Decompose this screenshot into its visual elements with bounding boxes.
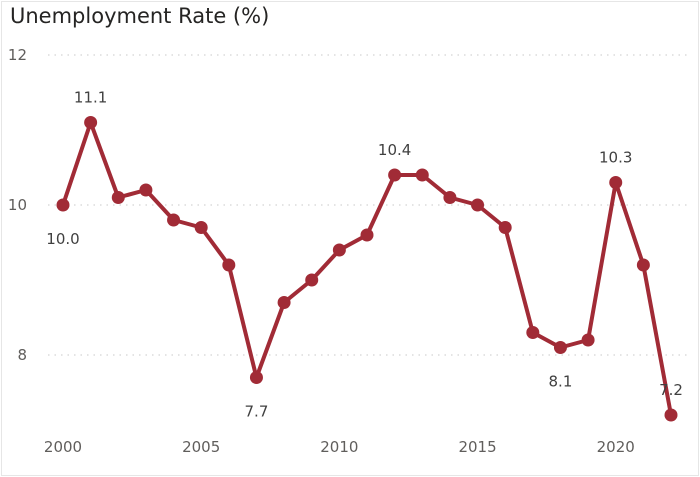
data-label-2020: 10.3 [599, 149, 632, 167]
data-point-2020 [609, 176, 623, 189]
data-label-2018: 8.1 [549, 373, 573, 391]
data-point-2009 [305, 273, 319, 287]
x-tick-label-2010: 2010 [320, 438, 358, 456]
data-point-2016 [498, 221, 512, 234]
data-point-2001 [84, 116, 98, 129]
x-tick-label-2005: 2005 [182, 438, 220, 456]
data-point-2000 [56, 198, 70, 212]
data-point-2003 [139, 183, 153, 197]
series-line-0 [61, 120, 673, 417]
x-tick-label-2020: 2020 [597, 438, 635, 456]
data-point-2017 [526, 326, 540, 339]
y-tick-label-12: 12 [8, 46, 27, 64]
data-label-2001: 11.1 [74, 89, 107, 107]
chart-title: Unemployment Rate (%) [10, 4, 270, 28]
data-point-2022 [664, 408, 678, 422]
data-label-2000: 10.0 [46, 230, 79, 248]
data-point-2012 [388, 168, 402, 182]
data-point-2002 [111, 191, 125, 204]
data-point-2006 [222, 258, 236, 272]
data-point-2010 [332, 243, 346, 257]
y-tick-label-10: 10 [8, 196, 27, 214]
data-point-2004 [167, 213, 181, 227]
y-tick-label-8: 8 [17, 346, 27, 364]
data-point-2015 [471, 198, 485, 212]
data-point-2014 [443, 191, 457, 204]
data-point-2011 [360, 228, 374, 242]
data-point-2021 [636, 258, 650, 272]
data-point-2007 [249, 371, 263, 384]
x-tick-label-2015: 2015 [458, 438, 496, 456]
data-label-2012: 10.4 [378, 141, 411, 159]
data-label-2007: 7.7 [245, 403, 269, 421]
x-tick-label-2000: 2000 [44, 438, 82, 456]
data-point-2005 [194, 221, 208, 234]
data-point-2018 [553, 341, 567, 354]
data-point-2013 [415, 168, 429, 182]
data-point-2008 [277, 296, 291, 309]
data-label-2022: 7.2 [659, 381, 683, 399]
data-point-2019 [581, 333, 595, 347]
